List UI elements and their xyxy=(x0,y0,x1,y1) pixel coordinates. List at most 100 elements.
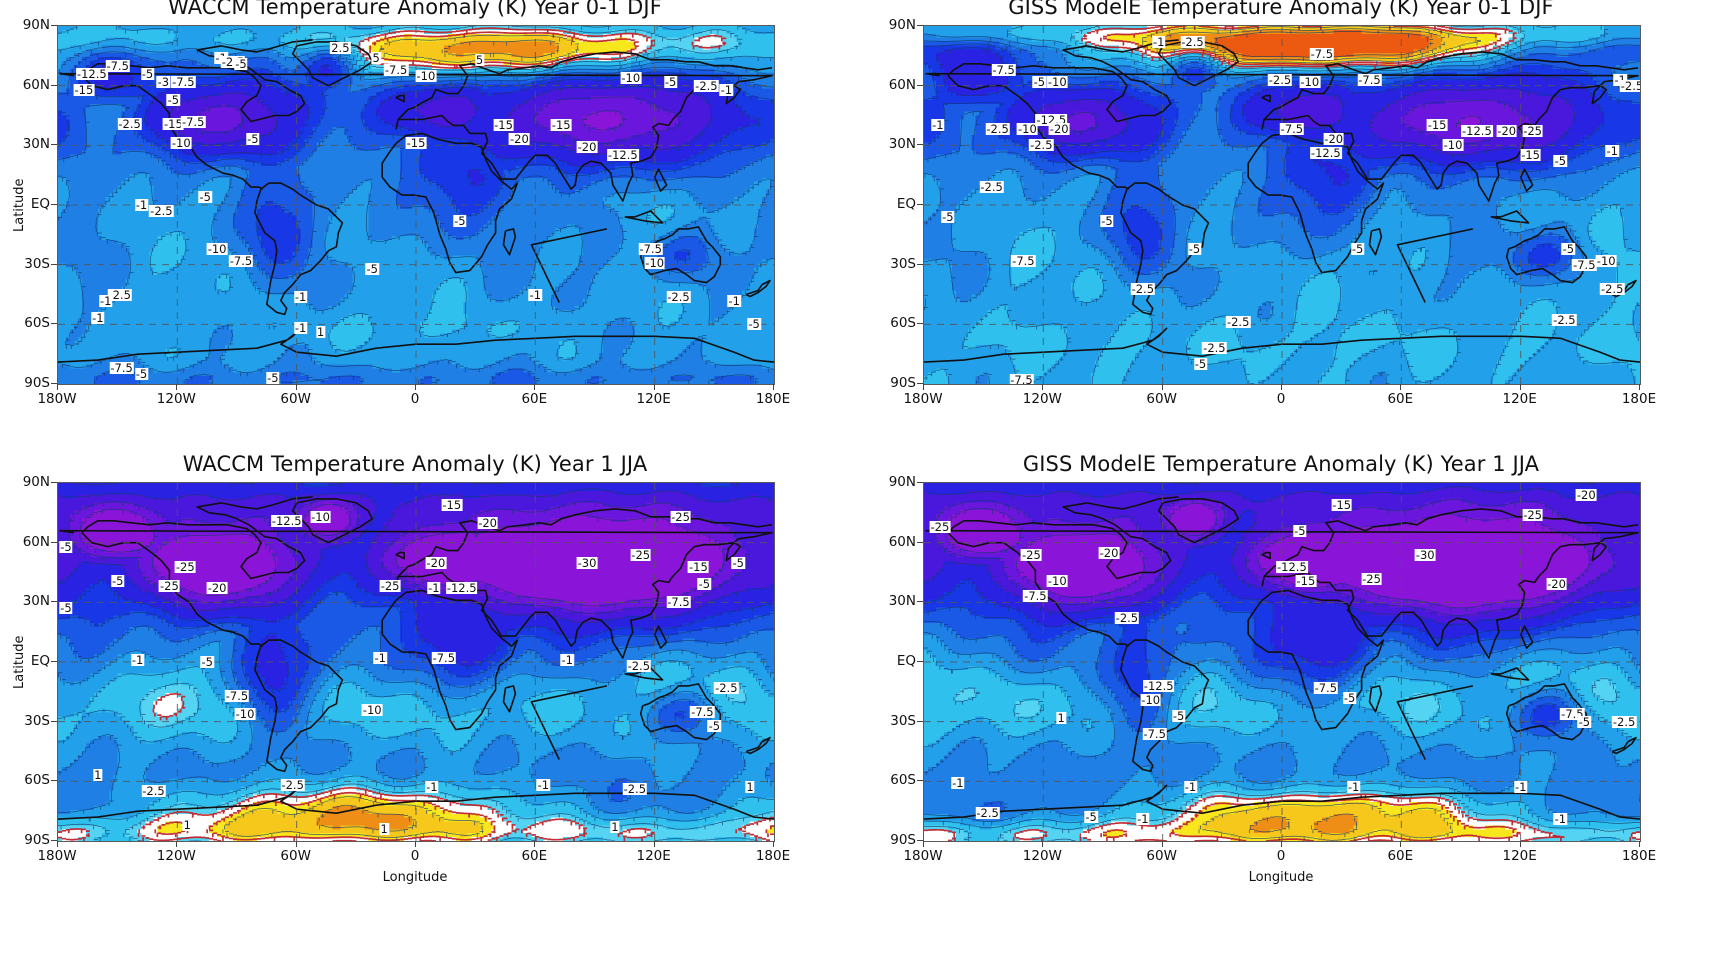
x-tick-mark xyxy=(176,841,178,847)
x-tick-label: 120W xyxy=(1022,391,1062,407)
y-tick-label: EQ xyxy=(30,196,50,212)
y-axis-title: Latitude xyxy=(12,635,27,689)
y-tick-label: 30S xyxy=(890,255,916,272)
contour-label: -7.5 xyxy=(638,241,663,256)
x-tick-label: 120E xyxy=(1502,848,1537,864)
panel-top-right: GISS ModelE Temperature Anomaly (K) Year… xyxy=(866,0,1669,458)
contour-label: -20 xyxy=(1496,124,1518,139)
contour-label: -7.5 xyxy=(109,361,134,376)
contour-label: -7.5 xyxy=(666,595,691,610)
x-tick-mark xyxy=(1519,841,1521,847)
y-tick-label: 90S xyxy=(24,832,50,848)
contour-label: -1 xyxy=(1513,780,1528,795)
y-tick-mark xyxy=(51,323,57,325)
y-tick-mark xyxy=(917,383,923,384)
contour-label: -2.5 xyxy=(666,289,691,304)
contour-label: -2.5 xyxy=(1202,341,1227,356)
contour-label: -15 xyxy=(441,497,463,512)
panel-bottom-left: WACCM Temperature Anomaly (K) Year 1 JJA… xyxy=(0,450,803,915)
x-tick-mark xyxy=(176,384,178,390)
contour-label: -1 xyxy=(1605,144,1619,159)
contour-label: -1 xyxy=(536,778,551,793)
contour-label: -7.5 xyxy=(1357,72,1382,87)
x-tick-label: 180E xyxy=(1621,848,1657,864)
contour-label: -7.5 xyxy=(105,58,130,73)
y-tick-label: 30N xyxy=(22,593,50,610)
contour-label: -5 xyxy=(1171,708,1186,723)
x-tick-label: 120E xyxy=(636,391,671,407)
contour-label: -25 xyxy=(174,559,196,574)
x-tick-label: 120E xyxy=(636,848,671,864)
contour-label: -20 xyxy=(1546,577,1567,592)
contour-label: -2.5 xyxy=(280,778,305,793)
contour-label: 2.5 xyxy=(330,40,351,55)
contour-label: -20 xyxy=(576,140,598,155)
x-tick-label: 60W xyxy=(280,391,311,407)
contour-label: -15 xyxy=(73,82,95,97)
contour-label: -7.5 xyxy=(991,62,1016,77)
contour-label: -2.5 xyxy=(1619,79,1640,92)
contour-label: -2.5 xyxy=(1552,313,1577,328)
contour-label: -10 xyxy=(1140,692,1162,707)
contour-map xyxy=(58,26,774,384)
contour-label: -25 xyxy=(1522,507,1543,522)
contour-label: -7.5 xyxy=(1023,589,1048,604)
y-tick-mark xyxy=(917,840,923,841)
contour-label: -1 xyxy=(1346,780,1361,795)
contour-label: -12.5 xyxy=(1142,678,1175,693)
x-tick-mark xyxy=(1400,384,1402,390)
x-tick-label: 180E xyxy=(755,848,791,864)
contour-label: -2.5 xyxy=(1225,315,1251,330)
x-tick-label: 180W xyxy=(903,391,943,407)
contour-label: -25 xyxy=(1522,124,1543,139)
contour-label: -10 xyxy=(1442,138,1464,153)
contour-label: -2.5 xyxy=(1029,138,1054,153)
y-tick-mark xyxy=(51,840,57,841)
contour-label: -7.5 xyxy=(1309,46,1335,61)
y-tick-mark xyxy=(51,661,57,662)
contour-label: -10 xyxy=(361,702,383,717)
y-tick-mark xyxy=(917,144,923,146)
contour-label: -15 xyxy=(687,559,709,574)
plot-area: -20 -25 -15 -25 -5 -25 -20 -30 -12.5 -15 -25 -20 -10… xyxy=(923,482,1641,842)
y-tick-mark xyxy=(917,263,923,265)
y-tick-mark xyxy=(51,383,57,384)
contour-label: 1 xyxy=(182,818,192,833)
x-tick-label: 60E xyxy=(521,391,548,407)
y-tick-mark xyxy=(51,263,57,265)
contour-label: -12.5 xyxy=(1309,146,1342,161)
contour-label: -15 xyxy=(1295,573,1317,588)
contour-label: -7.5 xyxy=(383,62,409,77)
contour-label: -15 xyxy=(1426,118,1448,133)
y-tick-label: 60S xyxy=(890,315,916,332)
contour-label: -12.5 xyxy=(1276,559,1308,574)
contour-label: -5 xyxy=(140,66,155,81)
panel-title: GISS ModelE Temperature Anomaly (K) Year… xyxy=(1008,0,1554,19)
contour-label: -7.5 xyxy=(228,253,254,268)
contour-label: -30 xyxy=(1414,547,1436,562)
y-tick-label: 30N xyxy=(888,136,916,153)
contour-label: -10 xyxy=(415,68,437,83)
contour-map xyxy=(924,483,1640,841)
y-tick-label: 60S xyxy=(24,315,50,332)
y-tick-label: 30S xyxy=(24,255,50,272)
contour-label: -2.5 xyxy=(1114,611,1140,626)
contour-label: -10 xyxy=(1016,122,1038,137)
contour-label: -12.5 xyxy=(445,581,478,596)
contour-label: -5 xyxy=(59,539,73,554)
y-tick-mark xyxy=(917,780,923,782)
contour-label: -7.5 xyxy=(1572,257,1597,272)
x-tick-label: 0 xyxy=(1276,848,1286,864)
contour-label: -25 xyxy=(379,579,401,594)
contour-label: -10 xyxy=(620,70,642,85)
x-tick-label: 180W xyxy=(903,848,943,864)
contour-label: -5 xyxy=(198,190,212,204)
x-tick-mark xyxy=(57,384,58,390)
x-tick-mark xyxy=(923,384,924,390)
contour-label: -25 xyxy=(630,547,652,562)
contour-label: -1 xyxy=(130,653,145,667)
plot-area: -7.5-12.5-15-5-3-5-7.5-1-2.5-52.55-7.5-1… xyxy=(57,25,775,385)
contour-label: 5 xyxy=(371,50,381,65)
x-tick-mark xyxy=(1281,384,1282,390)
x-tick-mark xyxy=(653,384,655,390)
